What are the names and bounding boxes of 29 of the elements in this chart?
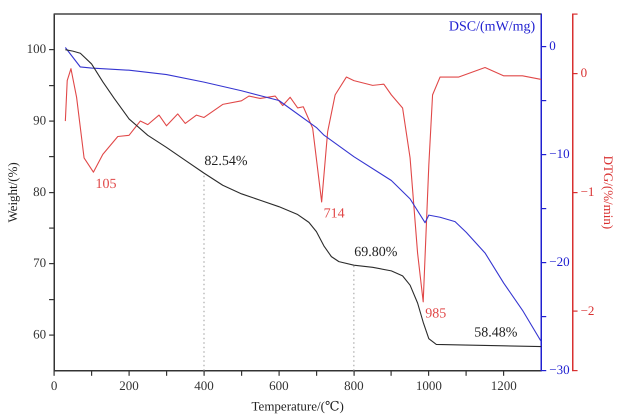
annotation: 985 <box>425 306 446 322</box>
y-axis-title: Weight/(%) <box>5 162 20 223</box>
y2-axis-title: DSC/(mW/mg) <box>448 20 536 35</box>
annotation: 69.80% <box>354 244 398 260</box>
y3-tick-label: −2 <box>580 302 594 318</box>
annotation: 82.54% <box>204 154 248 169</box>
y-tick-label: 90 <box>33 112 46 128</box>
y2-tick-label: −20 <box>549 254 570 270</box>
y3-tick-label: −1 <box>580 184 594 199</box>
y3-axis-title: DTG/(%/min) <box>600 156 616 230</box>
y2-tick-label: 0 <box>549 38 556 53</box>
x-axis-title: Temperature/(℃) <box>252 398 344 414</box>
annotation: 105 <box>95 176 116 192</box>
y-tick-label: 70 <box>33 255 46 270</box>
y-tick-label: 80 <box>33 184 46 199</box>
y2-tick-label: −30 <box>549 362 570 378</box>
annotation: 714 <box>324 206 345 222</box>
annotation: 58.48% <box>474 326 518 341</box>
x-tick-label: 600 <box>269 378 289 394</box>
y3-tick-label: 0 <box>580 64 588 80</box>
x-tick-label: 800 <box>344 378 364 394</box>
y-tick-label: 60 <box>33 326 46 342</box>
x-tick-label: 200 <box>119 378 139 394</box>
y2-tick-label: −10 <box>549 146 570 161</box>
y-tick-label: 100 <box>26 41 46 56</box>
x-tick-label: 1200 <box>490 378 517 394</box>
x-tick-label: 400 <box>194 378 214 394</box>
x-tick-label: 0 <box>50 378 58 394</box>
x-tick-label: 1000 <box>416 378 442 394</box>
